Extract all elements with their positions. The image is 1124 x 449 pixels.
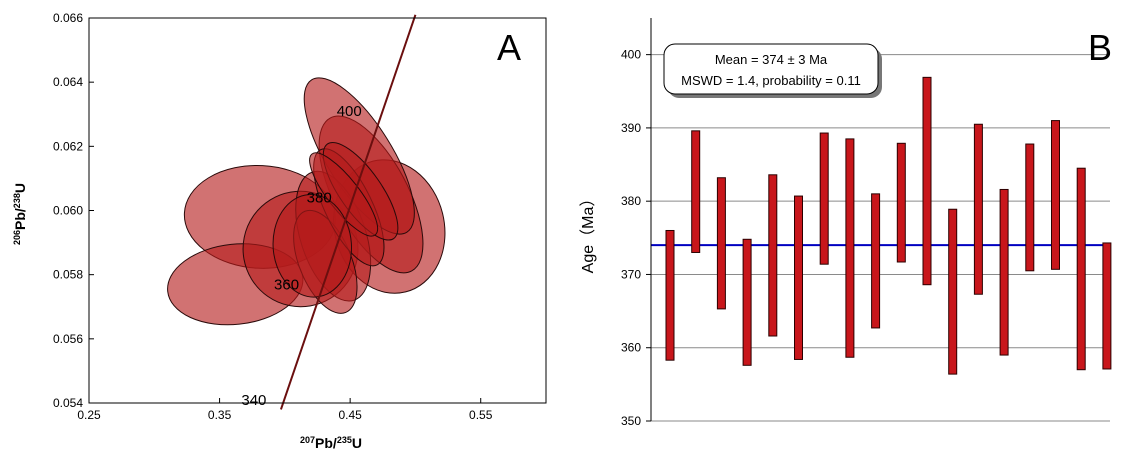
concordia-curve bbox=[279, 14, 417, 410]
age-bar bbox=[922, 76, 932, 286]
y-tick-label: 0.060 bbox=[53, 204, 83, 218]
age-bar bbox=[794, 195, 803, 360]
panel-label-b: B bbox=[1088, 27, 1112, 68]
y-axis-ticks-a: 0.054 0.056 0.058 0.060 0.062 0.064 0.066 bbox=[53, 11, 94, 410]
age-bar bbox=[716, 177, 726, 310]
stats-box: Mean = 374 ± 3 Ma MSWD = 1.4, probabilit… bbox=[663, 43, 882, 98]
concordia-age-labels: 340 360 380 400 bbox=[241, 103, 361, 409]
error-ellipse bbox=[272, 194, 353, 298]
age-bar bbox=[973, 123, 983, 295]
y-tick-label: 390 bbox=[621, 121, 641, 135]
y-tick-label: 380 bbox=[621, 194, 641, 208]
y-tick-label: 0.056 bbox=[53, 332, 83, 346]
age-bar bbox=[845, 138, 855, 358]
y-tick-label: 370 bbox=[621, 267, 641, 281]
y-tick-label: 0.058 bbox=[53, 268, 83, 282]
age-bar bbox=[948, 208, 958, 375]
y-tick-label: 0.066 bbox=[53, 11, 83, 25]
x-axis-title-a: 207Pb/235U bbox=[300, 435, 362, 449]
y-tick-label: 0.062 bbox=[53, 139, 83, 153]
age-bar bbox=[999, 188, 1009, 356]
y-tick-label: 360 bbox=[621, 341, 641, 355]
age-bar bbox=[1102, 242, 1112, 370]
age-bars bbox=[665, 76, 1112, 375]
age-panel: 350 360 370 380 390 400 Age（Ma） Mean = 374 ± … bbox=[579, 18, 1112, 428]
y-tick-label: 400 bbox=[621, 48, 641, 62]
x-axis-ticks-a: 0.25 0.35 0.45 0.55 bbox=[77, 398, 493, 422]
y-tick-label: 0.064 bbox=[53, 75, 83, 89]
x-tick-label: 0.25 bbox=[77, 408, 101, 422]
age-bar bbox=[871, 193, 881, 329]
y-tick-label: 0.054 bbox=[53, 396, 83, 410]
concordia-age-label: 360 bbox=[274, 276, 299, 293]
panel-label-a: A bbox=[497, 27, 521, 68]
concordia-panel: 340 360 380 400 0.25 0.35 0.45 0.55 0.054 0.056… bbox=[12, 11, 547, 449]
y-axis-title-b: Age（Ma） bbox=[579, 191, 597, 274]
age-bar bbox=[1076, 167, 1086, 371]
age-bar bbox=[1025, 143, 1035, 272]
y-axis-ticks-b: 350 360 370 380 390 400 bbox=[621, 48, 651, 428]
age-bar bbox=[768, 174, 778, 337]
stats-mean-text: Mean = 374 ± 3 Ma bbox=[715, 52, 828, 67]
y-axis-title-a: 206Pb/238U bbox=[12, 183, 28, 245]
x-tick-label: 0.55 bbox=[469, 408, 493, 422]
age-bar bbox=[691, 130, 701, 253]
x-tick-label: 0.35 bbox=[208, 408, 232, 422]
age-bar bbox=[1051, 120, 1060, 270]
concordia-age-label: 400 bbox=[337, 103, 362, 120]
concordia-age-label: 340 bbox=[241, 392, 266, 409]
stats-mswd-text: MSWD = 1.4, probability = 0.11 bbox=[681, 73, 861, 88]
concordia-age-label: 380 bbox=[307, 190, 332, 207]
stats-box-frame bbox=[663, 43, 879, 95]
age-bar bbox=[896, 142, 906, 263]
age-bar bbox=[742, 238, 752, 366]
age-bar bbox=[665, 229, 675, 361]
y-tick-label: 350 bbox=[621, 414, 641, 428]
age-bar bbox=[819, 132, 829, 265]
x-tick-label: 0.45 bbox=[338, 408, 362, 422]
